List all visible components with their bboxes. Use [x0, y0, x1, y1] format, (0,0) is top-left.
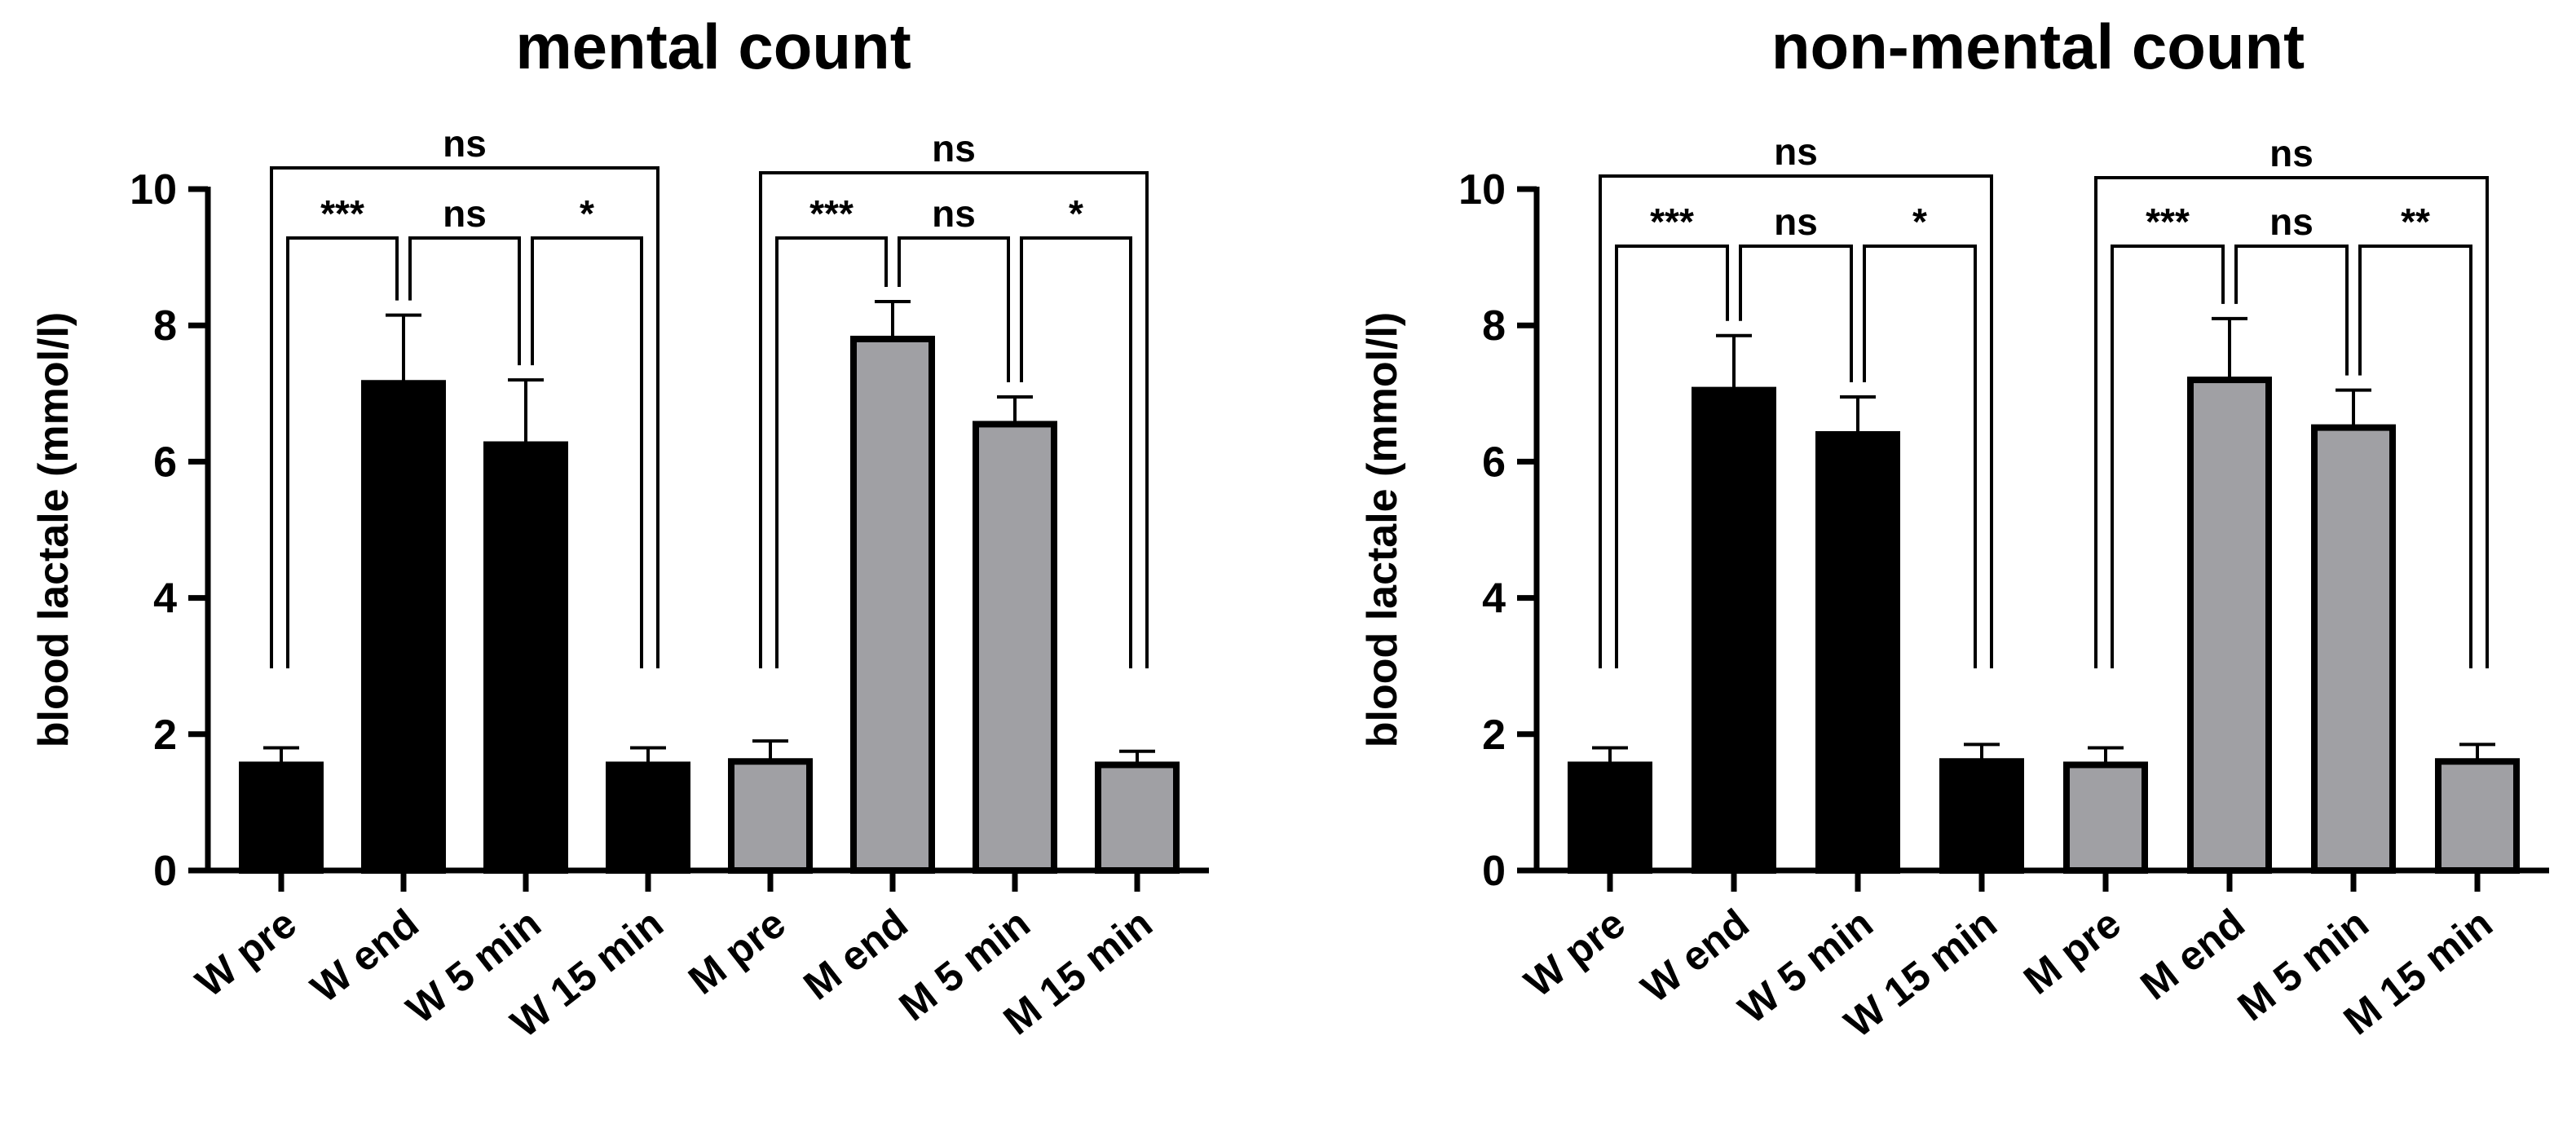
significance-bracket: [286, 236, 399, 668]
x-tick-label: W pre: [187, 901, 305, 1007]
significance-bracket: [1615, 245, 1729, 668]
significance-label: *: [1912, 201, 1927, 243]
bar: [973, 421, 1057, 874]
significance-bracket: [759, 171, 1149, 668]
significance-bracket: [1020, 236, 1132, 668]
significance-label: ns: [932, 192, 976, 235]
y-tick-label: 8: [1482, 302, 1506, 350]
significance-label: *: [1069, 192, 1083, 235]
y-tick-label: 10: [130, 166, 177, 214]
bar: [728, 758, 813, 874]
chart-title: mental count: [515, 11, 911, 82]
significance-bracket: [2358, 245, 2472, 668]
significance-bracket: [2111, 245, 2225, 668]
significance-bracket: [531, 236, 643, 668]
y-tick-label: 2: [1482, 712, 1506, 759]
y-tick-label: 6: [1482, 438, 1506, 486]
significance-label: *: [580, 192, 594, 235]
significance-label: ns: [443, 122, 487, 165]
significance-bracket: [408, 236, 521, 366]
y-axis-label: blood lactale (mmol/l): [30, 312, 77, 748]
significance-label: ***: [320, 192, 364, 235]
bar: [850, 335, 935, 875]
bar: [1939, 758, 2024, 874]
significance-label: ***: [2146, 201, 2190, 243]
y-tick-label: 4: [153, 575, 177, 623]
significance-label: ns: [932, 127, 976, 170]
bar: [361, 380, 446, 874]
bar: [606, 761, 690, 874]
significance-bracket: [2094, 176, 2489, 668]
significance-bracket: [898, 236, 1010, 382]
y-axis-label: blood lactale (mmol/l): [1359, 312, 1406, 748]
significance-bracket: [775, 236, 888, 668]
bar: [2187, 377, 2272, 874]
significance-bracket: [270, 166, 659, 668]
bar: [2063, 761, 2148, 874]
y-tick-label: 0: [1482, 848, 1506, 895]
significance-label: ns: [2269, 132, 2314, 174]
y-tick-label: 4: [1482, 575, 1506, 623]
significance-label: ns: [1774, 130, 1818, 173]
significance-label: ***: [809, 192, 854, 235]
bar: [239, 761, 324, 874]
y-tick-label: 8: [153, 302, 177, 350]
significance-label: ns: [2269, 201, 2314, 243]
significance-bracket: [1599, 174, 1993, 668]
bar: [2311, 424, 2396, 874]
bar: [1095, 761, 1180, 874]
x-tick-label: W pre: [1516, 901, 1634, 1007]
y-tick-label: 0: [153, 848, 177, 895]
significance-bracket: [2234, 245, 2349, 376]
significance-label: ns: [1774, 201, 1818, 243]
x-tick-label: M pre: [680, 901, 794, 1003]
chart-title: non-mental count: [1771, 11, 2305, 82]
bar: [2435, 758, 2520, 874]
bar: [483, 441, 568, 874]
x-tick-label: M pre: [2015, 901, 2129, 1003]
significance-label: ***: [1650, 201, 1694, 243]
chart-panel-2: non-mental count blood lactale (mmol/l) 0 2…: [1359, 11, 2549, 1047]
chart-panel-1: mental count blood lactale (mmol/l) 0 2 4 6 8 1…: [30, 11, 1209, 1047]
y-tick-label: 6: [153, 438, 177, 486]
bar: [1568, 761, 1652, 874]
y-tick-label: 10: [1458, 166, 1506, 214]
y-tick-label: 2: [153, 712, 177, 759]
bar: [1815, 430, 1900, 874]
significance-label: **: [2401, 201, 2430, 243]
bar: [1692, 386, 1776, 874]
significance-label: ns: [443, 192, 487, 235]
significance-bracket: [1863, 245, 1977, 668]
significance-bracket: [1739, 245, 1853, 382]
